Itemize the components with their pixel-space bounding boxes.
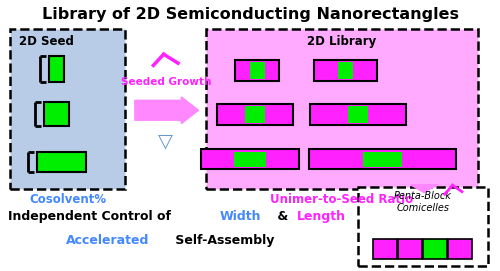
Text: Width: Width (220, 210, 262, 223)
Text: &: & (272, 210, 292, 223)
FancyBboxPatch shape (310, 104, 406, 125)
FancyBboxPatch shape (424, 239, 447, 259)
FancyBboxPatch shape (234, 151, 266, 167)
FancyBboxPatch shape (358, 187, 488, 266)
FancyBboxPatch shape (448, 239, 472, 259)
FancyBboxPatch shape (10, 29, 125, 189)
FancyBboxPatch shape (201, 149, 299, 169)
FancyBboxPatch shape (374, 239, 397, 259)
FancyBboxPatch shape (309, 149, 456, 169)
FancyArrow shape (135, 97, 198, 124)
FancyBboxPatch shape (37, 152, 86, 172)
Text: Length: Length (298, 210, 346, 223)
Text: Independent Control of: Independent Control of (8, 210, 176, 223)
Text: Accelerated: Accelerated (66, 234, 149, 247)
FancyBboxPatch shape (206, 29, 478, 189)
FancyBboxPatch shape (245, 106, 264, 123)
FancyBboxPatch shape (236, 60, 280, 81)
Text: 2D Seed: 2D Seed (18, 35, 74, 48)
Text: Seeded Growth: Seeded Growth (120, 78, 211, 87)
FancyBboxPatch shape (44, 102, 68, 126)
Text: Library of 2D Semiconducting Nanorectangles: Library of 2D Semiconducting Nanorectang… (42, 7, 459, 22)
FancyBboxPatch shape (348, 106, 368, 123)
FancyBboxPatch shape (250, 62, 264, 79)
FancyBboxPatch shape (398, 239, 422, 259)
Text: ▽: ▽ (158, 131, 173, 150)
FancyArrow shape (410, 185, 438, 193)
FancyBboxPatch shape (49, 56, 64, 82)
Text: Self-Assembly: Self-Assembly (171, 234, 274, 247)
Text: Penta-Block
Comicelles: Penta-Block Comicelles (394, 191, 452, 213)
Text: 2D Library: 2D Library (307, 35, 376, 48)
Text: Cosolvent%: Cosolvent% (29, 193, 106, 207)
Text: Unimer-to-Seed Ratio: Unimer-to-Seed Ratio (270, 193, 414, 207)
FancyBboxPatch shape (217, 104, 293, 125)
FancyBboxPatch shape (314, 60, 378, 81)
FancyBboxPatch shape (338, 62, 353, 79)
FancyBboxPatch shape (362, 151, 402, 167)
